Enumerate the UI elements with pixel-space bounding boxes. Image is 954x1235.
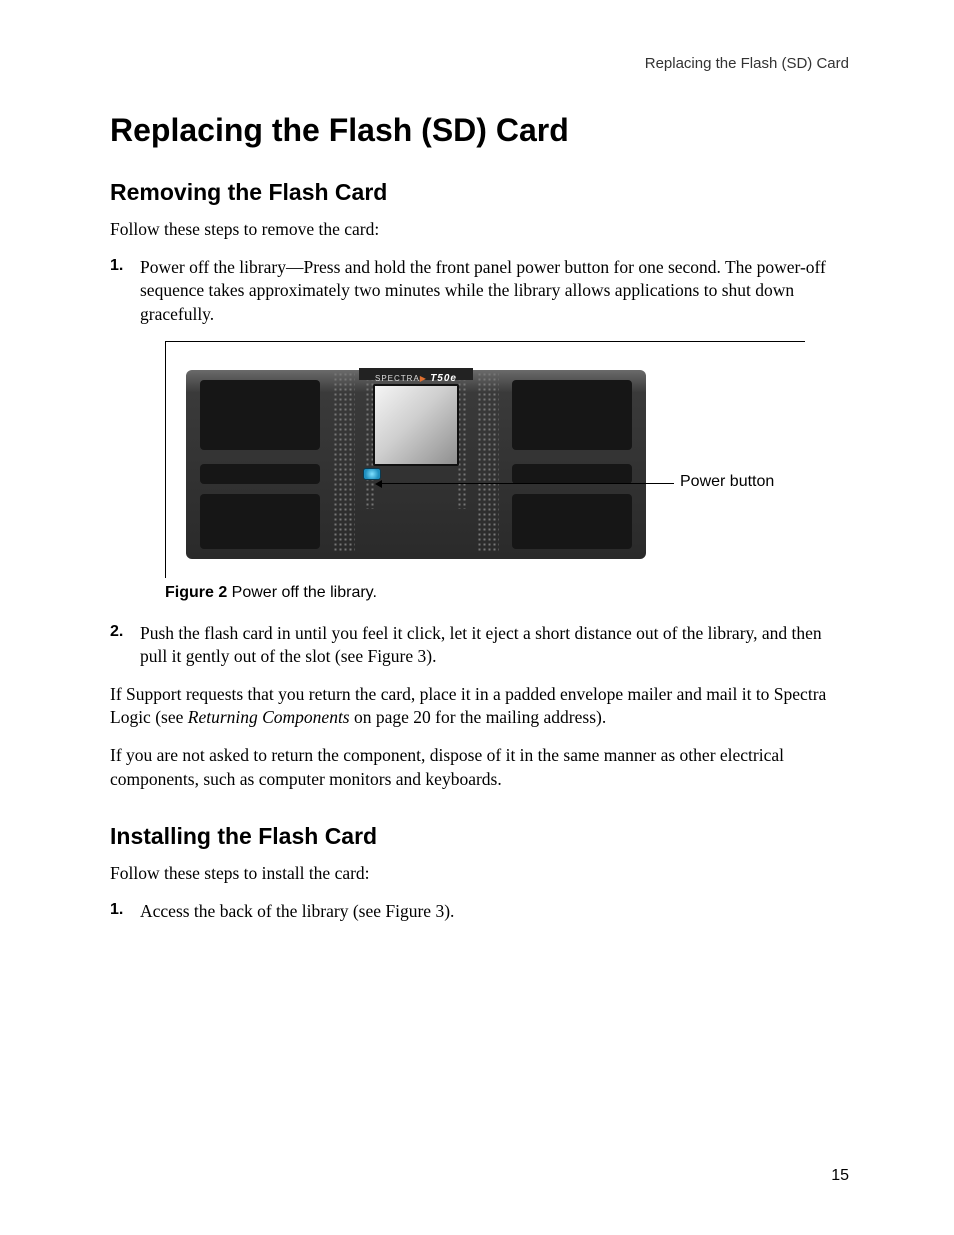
callout-label: Power button [680, 473, 774, 491]
brand-bar: SPECTRA▶ T50e [359, 368, 473, 380]
cross-reference-link[interactable]: Returning Components [188, 707, 350, 727]
figure-caption-text: Power off the library. [227, 584, 377, 601]
figure-caption-label: Figure 2 [165, 584, 227, 601]
intro-paragraph: Follow these steps to remove the card: [110, 218, 849, 242]
running-header: Replacing the Flash (SD) Card [110, 55, 849, 72]
intro-paragraph: Follow these steps to install the card: [110, 862, 849, 886]
page-title: Replacing the Flash (SD) Card [110, 112, 849, 149]
figure: SPECTRA▶ T50e Power button Figure 2 Powe… [165, 341, 849, 602]
page-number: 15 [831, 1167, 849, 1185]
device-illustration: SPECTRA▶ T50e Power button [165, 341, 805, 578]
power-button-icon [363, 468, 381, 480]
brand-accent-icon: ▶ [420, 374, 427, 383]
drive-bay [512, 494, 632, 549]
drive-bay [200, 464, 320, 484]
section-heading-installing: Installing the Flash Card [110, 823, 849, 850]
drive-bay [512, 380, 632, 450]
drive-bay [200, 380, 320, 450]
drive-bay [200, 494, 320, 549]
ordered-list-item: 2. Push the flash card in until you feel… [110, 622, 849, 669]
ordered-list-item: 1. Power off the library—Press and hold … [110, 256, 849, 327]
device-screen [373, 384, 459, 466]
text-run: on page 20 for the mailing address). [350, 707, 607, 727]
list-content: Push the flash card in until you feel it… [140, 622, 849, 669]
list-content: Access the back of the library (see Figu… [140, 900, 454, 924]
callout-leader-line [381, 483, 674, 484]
list-marker: 2. [110, 622, 140, 669]
drive-bay [512, 464, 632, 484]
perforation [477, 372, 499, 551]
brand-model: T50e [430, 373, 457, 384]
ordered-list-item: 1. Access the back of the library (see F… [110, 900, 849, 924]
list-content: Power off the library—Press and hold the… [140, 256, 849, 327]
brand-text: SPECTRA▶ T50e [375, 374, 457, 383]
center-panel: SPECTRA▶ T50e [331, 364, 501, 559]
section-heading-removing: Removing the Flash Card [110, 179, 849, 206]
brand-prefix: SPECTRA [375, 374, 420, 383]
body-paragraph: If you are not asked to return the compo… [110, 744, 849, 791]
list-marker: 1. [110, 900, 140, 924]
list-marker: 1. [110, 256, 140, 327]
perforation [333, 372, 355, 551]
figure-caption: Figure 2 Power off the library. [165, 584, 849, 602]
body-paragraph: If Support requests that you return the … [110, 683, 849, 730]
